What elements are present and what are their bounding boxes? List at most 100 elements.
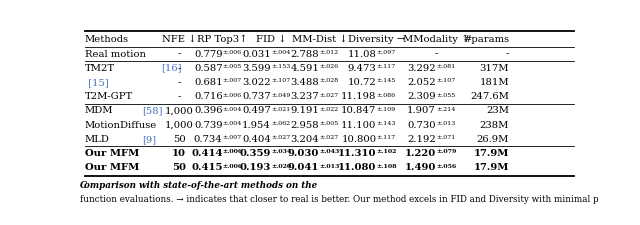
Text: 3.292: 3.292 (407, 64, 436, 73)
Text: ±.027: ±.027 (271, 135, 290, 140)
Text: 10.72: 10.72 (348, 78, 376, 87)
Text: MM-Dist ↓: MM-Dist ↓ (291, 35, 347, 44)
Text: -: - (177, 92, 181, 101)
Text: ±.071: ±.071 (436, 135, 455, 140)
Text: ±.107: ±.107 (436, 78, 455, 83)
Text: 238M: 238M (479, 121, 509, 130)
Text: Our MFM: Our MFM (85, 149, 140, 158)
Text: 0.031: 0.031 (242, 50, 271, 58)
Text: ±.028: ±.028 (319, 78, 339, 83)
Text: ±.013: ±.013 (436, 121, 455, 126)
Text: ±.107: ±.107 (271, 78, 290, 83)
Text: 26.9M: 26.9M (477, 135, 509, 144)
Text: 11.080: 11.080 (338, 163, 376, 172)
Text: ±.004: ±.004 (223, 121, 242, 126)
Text: 0.193: 0.193 (239, 163, 271, 172)
Text: MLD: MLD (85, 135, 110, 144)
Text: #params: #params (463, 35, 509, 44)
Text: 247.6M: 247.6M (470, 92, 509, 101)
Text: ±.117: ±.117 (376, 135, 396, 140)
Text: 0.779: 0.779 (194, 50, 223, 58)
Text: 1.490: 1.490 (404, 163, 436, 172)
Text: 0.681: 0.681 (194, 78, 223, 87)
Text: ±.026: ±.026 (319, 64, 339, 69)
Text: 17.9M: 17.9M (474, 163, 509, 172)
Text: MotionDiffuse: MotionDiffuse (85, 121, 157, 130)
Text: 2.958: 2.958 (291, 121, 319, 130)
Text: ±.022: ±.022 (319, 107, 339, 112)
Text: 3.022: 3.022 (243, 78, 271, 87)
Text: T2M-GPT: T2M-GPT (85, 92, 133, 101)
Text: ±.108: ±.108 (376, 164, 397, 169)
Text: Diversity →: Diversity → (348, 35, 405, 44)
Text: -: - (506, 50, 509, 58)
Text: 317M: 317M (479, 64, 509, 73)
Text: ±.006: ±.006 (223, 50, 242, 55)
Text: 0.396: 0.396 (194, 106, 223, 115)
Text: ±.004: ±.004 (271, 50, 291, 55)
Text: ±.081: ±.081 (436, 64, 455, 69)
Text: FID ↓: FID ↓ (256, 35, 286, 44)
Text: 0.737: 0.737 (243, 92, 271, 101)
Text: 9.030: 9.030 (288, 149, 319, 158)
Text: 1.907: 1.907 (407, 106, 436, 115)
Text: ±.214: ±.214 (436, 107, 455, 112)
Text: RP Top3↑: RP Top3↑ (197, 34, 248, 44)
Text: 0.730: 0.730 (407, 121, 436, 130)
Text: NFE ↓: NFE ↓ (162, 35, 196, 44)
Text: ±.005: ±.005 (319, 121, 339, 126)
Text: ±.145: ±.145 (376, 78, 396, 83)
Text: omparison with state-of-the-art methods on the: omparison with state-of-the-art methods … (84, 180, 320, 189)
Text: ±.153: ±.153 (271, 64, 290, 69)
Text: 23M: 23M (486, 106, 509, 115)
Text: ±.006: ±.006 (223, 164, 243, 169)
Text: ±.034: ±.034 (271, 149, 291, 154)
Text: 3.204: 3.204 (291, 135, 319, 144)
Text: ±.055: ±.055 (436, 93, 455, 98)
Text: Methods: Methods (85, 35, 129, 44)
Text: 50: 50 (172, 163, 186, 172)
Text: 10: 10 (172, 149, 186, 158)
Text: ±.027: ±.027 (319, 93, 339, 98)
Text: ±.004: ±.004 (223, 107, 242, 112)
Text: 0.739: 0.739 (194, 121, 223, 130)
Text: ±.056: ±.056 (436, 164, 456, 169)
Text: ±.012: ±.012 (319, 50, 339, 55)
Text: 9.191: 9.191 (291, 106, 319, 115)
Text: 3.237: 3.237 (291, 92, 319, 101)
Text: 11.100: 11.100 (341, 121, 376, 130)
Text: 11.310: 11.310 (338, 149, 376, 158)
Text: 1.954: 1.954 (242, 121, 271, 130)
Text: ±.102: ±.102 (376, 149, 397, 154)
Text: ±.097: ±.097 (376, 50, 396, 55)
Text: ±.007: ±.007 (223, 78, 242, 83)
Text: function evaluations. → indicates that closer to real is better. Our method exce: function evaluations. → indicates that c… (80, 195, 598, 204)
Text: Real motion: Real motion (85, 50, 146, 58)
Text: ±.013: ±.013 (319, 164, 340, 169)
Text: ±.117: ±.117 (376, 64, 396, 69)
Text: ±.006: ±.006 (223, 149, 243, 154)
Text: -: - (177, 50, 181, 58)
Text: MModality ↑: MModality ↑ (403, 34, 469, 44)
Text: [16]: [16] (161, 64, 181, 73)
Text: 0.587: 0.587 (194, 64, 223, 73)
Text: TM2T: TM2T (85, 64, 115, 73)
Text: 2.788: 2.788 (291, 50, 319, 58)
Text: ±.109: ±.109 (376, 107, 396, 112)
Text: ±.006: ±.006 (223, 93, 242, 98)
Text: 4.591: 4.591 (291, 64, 319, 73)
Text: ±.143: ±.143 (376, 121, 396, 126)
Text: 10.800: 10.800 (341, 135, 376, 144)
Text: 181M: 181M (479, 78, 509, 87)
Text: ±.021: ±.021 (271, 107, 290, 112)
Text: 3.599: 3.599 (243, 64, 271, 73)
Text: 9.473: 9.473 (348, 64, 376, 73)
Text: 50: 50 (173, 135, 186, 144)
Text: 0.734: 0.734 (194, 135, 223, 144)
Text: C: C (80, 180, 87, 189)
Text: 1,000: 1,000 (164, 121, 194, 130)
Text: 17.9M: 17.9M (474, 149, 509, 158)
Text: ±.007: ±.007 (223, 135, 242, 140)
Text: 11.198: 11.198 (341, 92, 376, 101)
Text: 10.847: 10.847 (341, 106, 376, 115)
